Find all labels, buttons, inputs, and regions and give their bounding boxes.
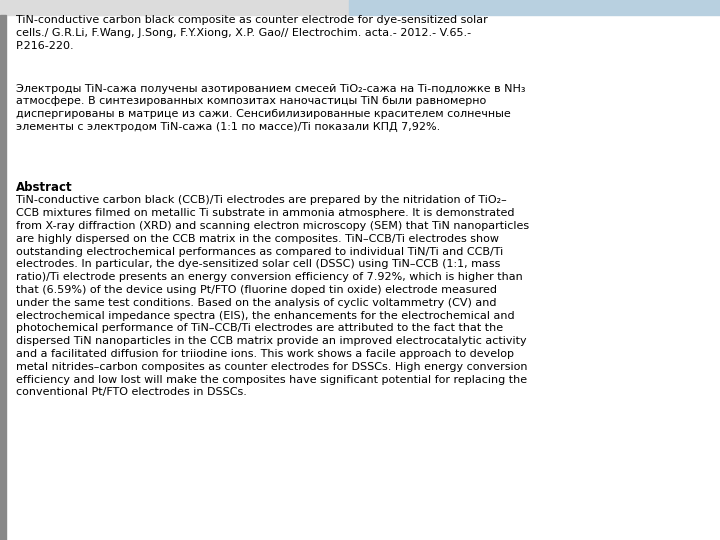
Text: TiN-conductive carbon black (CCB)/Ti electrodes are prepared by the nitridation : TiN-conductive carbon black (CCB)/Ti ele… bbox=[16, 195, 529, 397]
Bar bbox=[0, 15, 6, 540]
Text: TiN-conductive carbon black composite as counter electrode for dye-sensitized so: TiN-conductive carbon black composite as… bbox=[16, 15, 487, 51]
Bar bbox=[349, 0, 720, 15]
Bar bbox=[0, 0, 349, 15]
Text: Abstract: Abstract bbox=[16, 181, 73, 194]
Text: Электроды TiN-сажа получены азотированием смесей TiO₂-сажа на Ti-подложке в NH₃
: Электроды TiN-сажа получены азотирование… bbox=[16, 84, 526, 132]
